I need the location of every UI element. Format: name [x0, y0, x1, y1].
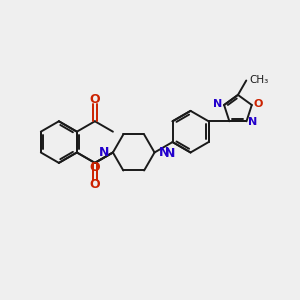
Text: O: O: [90, 93, 100, 106]
Text: CH₃: CH₃: [249, 74, 268, 85]
Text: N: N: [248, 117, 258, 127]
Text: O: O: [90, 178, 100, 191]
Text: N: N: [213, 99, 222, 109]
Text: O: O: [254, 99, 263, 109]
Text: N: N: [158, 146, 169, 159]
Text: O: O: [90, 161, 100, 174]
Text: N: N: [165, 147, 176, 160]
Text: N: N: [99, 146, 109, 159]
